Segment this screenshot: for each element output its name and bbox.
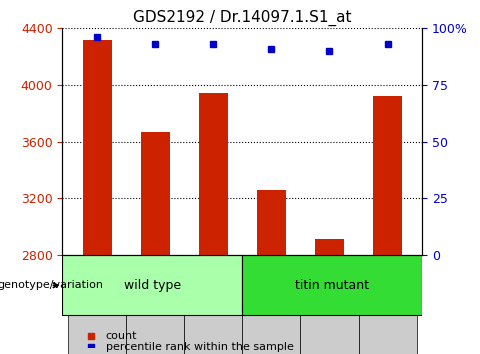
Bar [315, 239, 344, 255]
Text: genotype/variation: genotype/variation [0, 280, 104, 290]
Text: titin mutant: titin mutant [295, 279, 370, 292]
Bar [242, 255, 422, 315]
Text: wild type: wild type [124, 279, 181, 292]
Bar [199, 93, 228, 255]
FancyBboxPatch shape [126, 255, 184, 354]
FancyBboxPatch shape [68, 255, 126, 354]
Text: percentile rank within the sample: percentile rank within the sample [106, 342, 293, 352]
Bar [83, 40, 112, 255]
FancyBboxPatch shape [359, 255, 417, 354]
Bar [373, 96, 402, 255]
Text: count: count [106, 331, 137, 341]
Title: GDS2192 / Dr.14097.1.S1_at: GDS2192 / Dr.14097.1.S1_at [133, 9, 352, 25]
Bar [257, 190, 286, 255]
Bar [141, 132, 170, 255]
FancyBboxPatch shape [184, 255, 242, 354]
FancyBboxPatch shape [242, 255, 300, 354]
FancyBboxPatch shape [300, 255, 359, 354]
Bar [62, 255, 242, 315]
